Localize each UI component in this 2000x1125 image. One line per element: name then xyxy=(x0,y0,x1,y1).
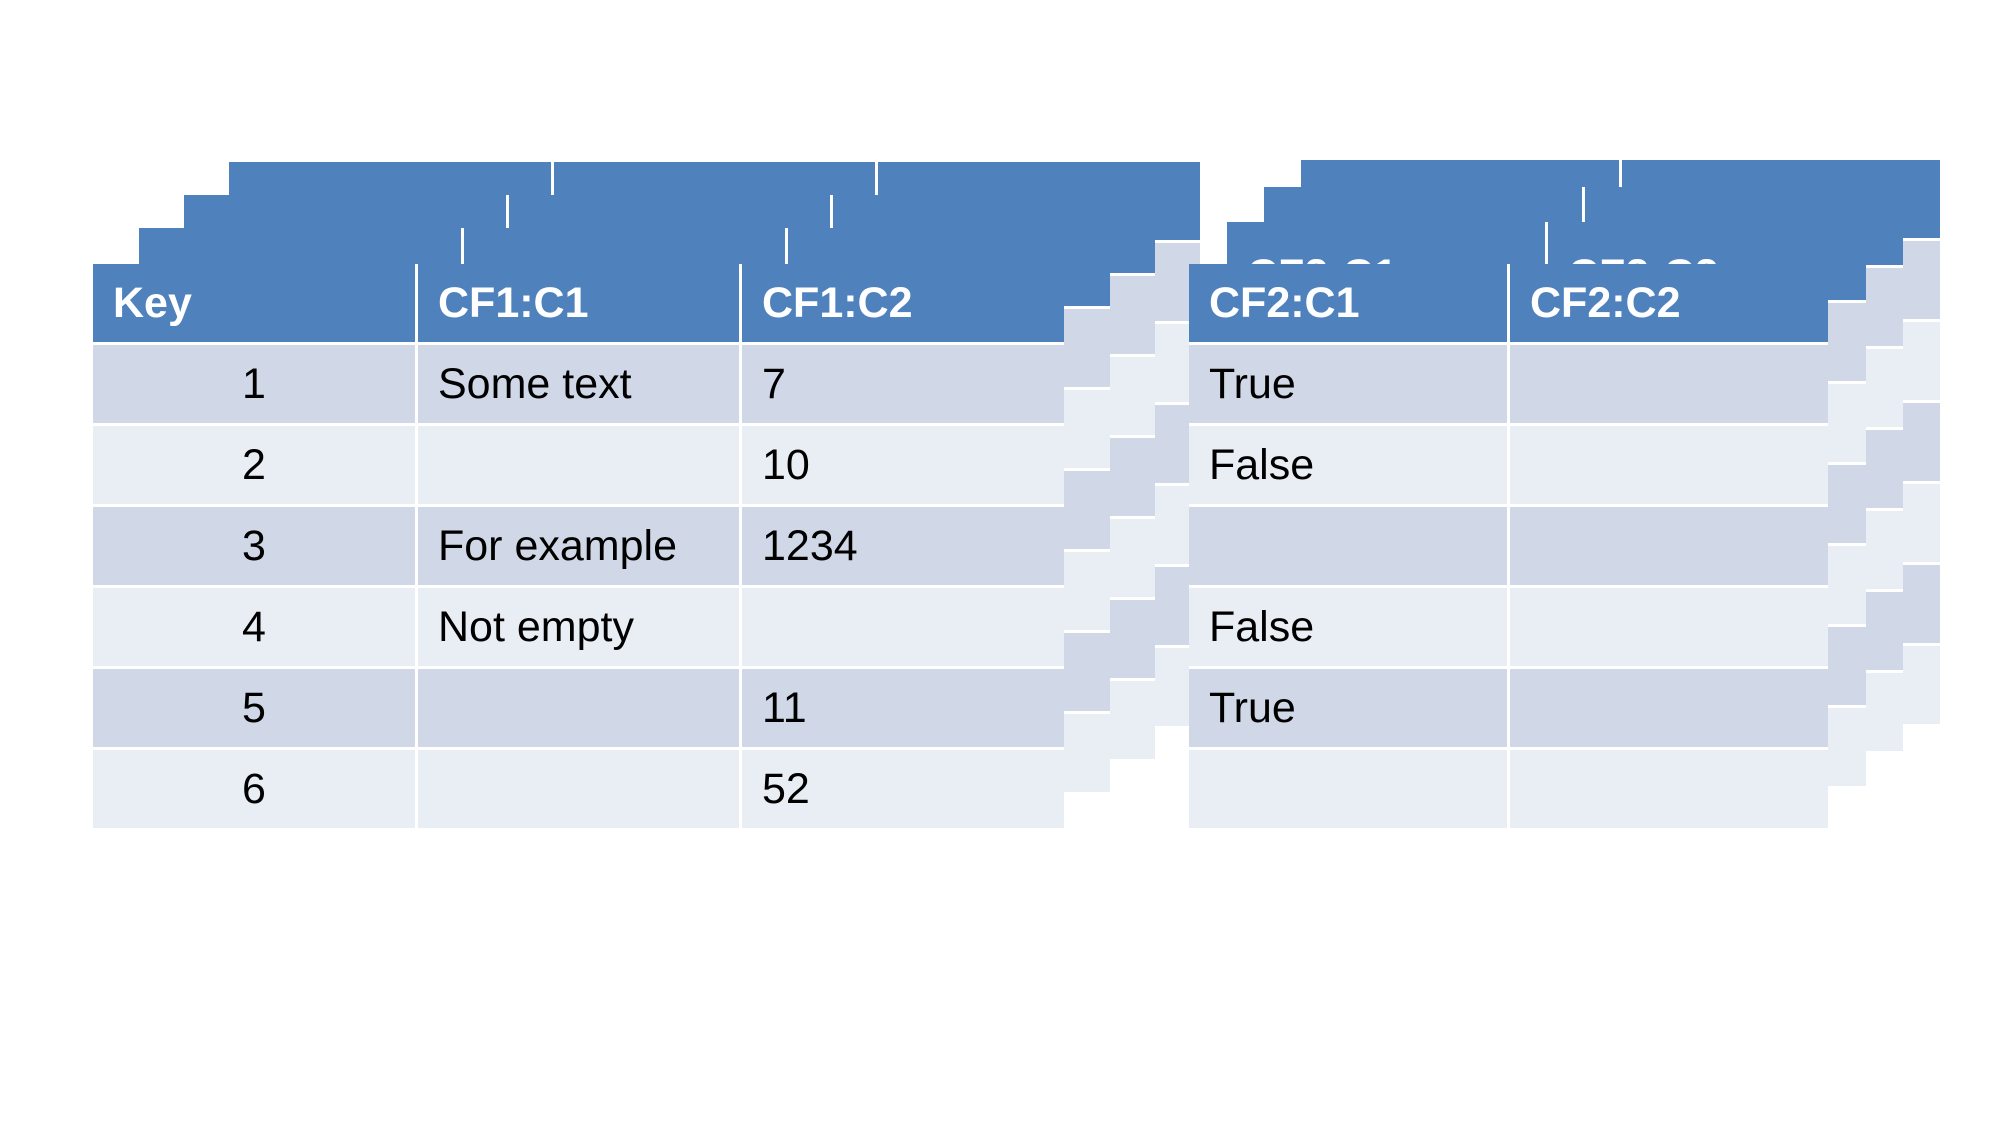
cell-cf1-c2: 11 xyxy=(742,669,1064,747)
cell-cf2-c1: True xyxy=(1189,345,1507,423)
cell-cf1-c1 xyxy=(418,669,739,747)
header-key: Key xyxy=(93,264,415,342)
cell-key: 3 xyxy=(93,507,415,585)
cell-cf2-c2 xyxy=(1510,426,1828,504)
column-family-1-table: Key CF1:C1 CF1:C2 1 Some text 7 2 10 3 F… xyxy=(93,264,1064,828)
cell-cf1-c2: 7 xyxy=(742,345,1064,423)
cell-key: 6 xyxy=(93,750,415,828)
cell-cf1-c1: Not empty xyxy=(418,588,739,666)
cell-cf2-c2 xyxy=(1510,588,1828,666)
cell-cf2-c1 xyxy=(1189,507,1507,585)
cell-cf1-c2: 1234 xyxy=(742,507,1064,585)
cell-cf2-c2 xyxy=(1510,669,1828,747)
cell-cf2-c2 xyxy=(1510,750,1828,828)
cell-key: 4 xyxy=(93,588,415,666)
cell-cf1-c1: Some text xyxy=(418,345,739,423)
cell-cf1-c1 xyxy=(418,750,739,828)
cell-cf2-c1: False xyxy=(1189,588,1507,666)
cell-key: 1 xyxy=(93,345,415,423)
header-cf2-c2: CF2:C2 xyxy=(1510,264,1828,342)
cell-key: 2 xyxy=(93,426,415,504)
cell-cf2-c2 xyxy=(1510,345,1828,423)
cell-key: 5 xyxy=(93,669,415,747)
cell-cf2-c1: False xyxy=(1189,426,1507,504)
cell-cf1-c2 xyxy=(742,588,1064,666)
column-family-2-table: CF2:C1 CF2:C2 True False False True xyxy=(1189,264,1828,828)
header-cf1-c2: CF1:C2 xyxy=(742,264,1064,342)
cell-cf2-c2 xyxy=(1510,507,1828,585)
header-cf2-c1: CF2:C1 xyxy=(1189,264,1507,342)
header-cf1-c1: CF1:C1 xyxy=(418,264,739,342)
cell-cf2-c1: True xyxy=(1189,669,1507,747)
cell-cf1-c1: For example xyxy=(418,507,739,585)
cell-cf1-c1 xyxy=(418,426,739,504)
cell-cf1-c2: 10 xyxy=(742,426,1064,504)
cell-cf2-c1 xyxy=(1189,750,1507,828)
cell-cf1-c2: 52 xyxy=(742,750,1064,828)
